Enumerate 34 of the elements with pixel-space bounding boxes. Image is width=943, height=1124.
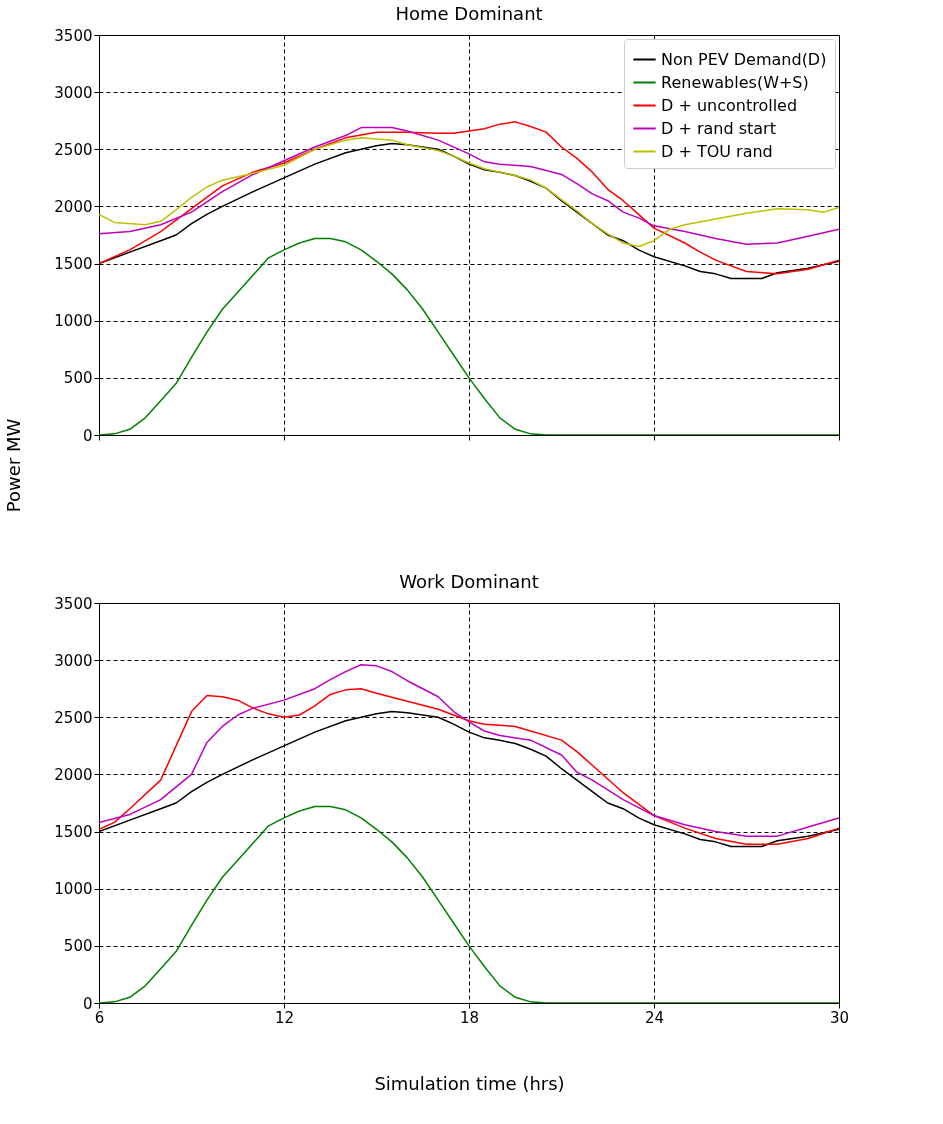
legend-label: Renewables(W+S) — [661, 72, 809, 92]
y-tick-label: 3000 — [54, 651, 93, 670]
x-tick-label: 12 — [274, 1008, 295, 1027]
y-tick-label: 1000 — [54, 880, 93, 899]
line-series — [99, 121, 839, 275]
y-tick-label: 2500 — [54, 708, 93, 727]
y-tick-label: 3000 — [54, 83, 93, 102]
legend-label: Non PEV Demand(D) — [661, 49, 827, 69]
x-tick-label: 18 — [459, 1008, 480, 1027]
x-tick-label: 6 — [94, 1008, 105, 1027]
y-tick-label: 0 — [82, 994, 93, 1013]
y-tick-label: 2000 — [54, 197, 93, 216]
y-tick-label: 2000 — [54, 765, 93, 784]
x-tick-label: 30 — [829, 1008, 850, 1027]
y-axis-title: Power MW — [3, 418, 25, 513]
y-tick-label: 1500 — [54, 255, 93, 274]
legend-label: D + TOU rand — [661, 141, 773, 161]
x-axis-title: Simulation time (hrs) — [374, 1072, 565, 1094]
y-tick-label: 3500 — [54, 26, 93, 45]
chart-title: Home Dominant — [395, 3, 543, 24]
line-series — [99, 805, 839, 1003]
y-tick-label: 0 — [82, 426, 93, 445]
chart-title: Work Dominant — [399, 571, 539, 592]
y-tick-label: 1000 — [54, 312, 93, 331]
line-series — [99, 237, 839, 435]
legend-label: D + uncontrolled — [661, 95, 798, 115]
y-tick-label: 2500 — [54, 140, 93, 159]
y-tick-label: 500 — [63, 369, 93, 388]
x-tick-label: 24 — [644, 1008, 665, 1027]
legend-label: D + rand start — [661, 118, 776, 138]
y-tick-label: 3500 — [54, 594, 93, 613]
line-series — [99, 663, 839, 837]
y-tick-label: 1500 — [54, 823, 93, 842]
y-tick-label: 500 — [63, 937, 93, 956]
